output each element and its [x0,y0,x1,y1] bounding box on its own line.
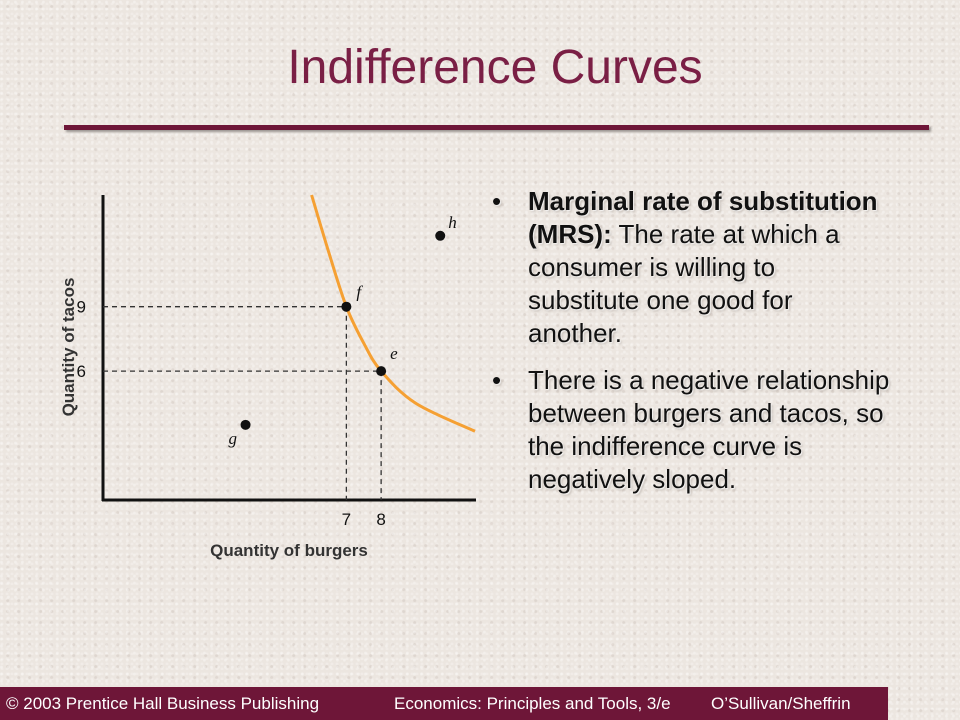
footer-book: Economics: Principles and Tools, 3/e [394,694,671,713]
point-label-e: e [390,344,398,363]
bullet-text: There is a negative relationship between… [528,365,890,494]
footer-bar: © 2003 Prentice Hall Business Publishing… [0,687,888,720]
x-tick-label: 8 [376,510,385,529]
point-label-f: f [356,283,363,302]
x-tick-label: 7 [342,510,351,529]
bullet-text: The rate at which a consumer is willing … [528,219,840,348]
point-f [341,301,352,312]
x-axis-label: Quantity of burgers [210,541,368,560]
title-divider [64,125,929,130]
footer-authors: O’Sullivan/Sheffrin [711,694,851,713]
point-label-h: h [448,213,457,232]
point-label-g: g [229,429,238,448]
point-e [376,366,387,377]
indifference-curve [310,194,476,433]
bullet-list: Marginal rate of substitution (MRS): The… [492,185,892,510]
slide-title: Indifference Curves [287,41,703,94]
point-g [240,419,251,430]
y-tick-label: 6 [77,362,86,381]
point-h [435,230,446,241]
y-axis-label: Quantity of tacos [59,278,78,417]
y-tick-label: 9 [77,298,86,317]
bullet-mrs-definition: Marginal rate of substitution (MRS): The… [492,185,892,350]
footer-copyright: © 2003 Prentice Hall Business Publishing [6,694,320,713]
bullet-negative-relationship: There is a negative relationship between… [492,364,892,496]
bullet-term: Marginal rate of substitution (MRS): [528,186,878,249]
